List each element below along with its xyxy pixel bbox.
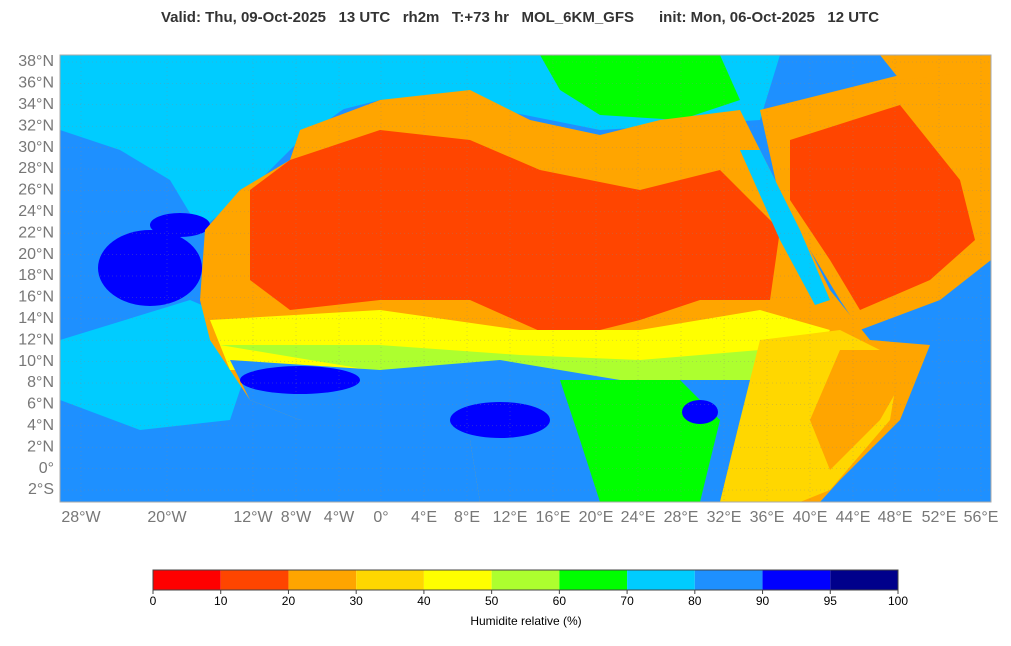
colorbar-tick-label: 70 — [620, 594, 634, 608]
colorbar-segment — [423, 570, 492, 590]
colorbar-segment — [830, 570, 898, 590]
graticule — [60, 55, 991, 502]
lat-label: 10°N — [18, 353, 54, 370]
colorbar-label: Humidite relative (%) — [470, 614, 581, 628]
colorbar-tick-label: 95 — [824, 594, 838, 608]
lat-label: 26°N — [18, 182, 54, 199]
lon-label: 20°E — [579, 509, 614, 526]
lat-label: 4°N — [27, 417, 54, 434]
colorbar-tick-label: 90 — [756, 594, 770, 608]
lon-label: 32°E — [707, 509, 742, 526]
lat-label: 34°N — [18, 96, 54, 113]
lon-label: 28°W — [61, 509, 101, 526]
lat-label: 36°N — [18, 75, 54, 92]
lat-label: 24°N — [18, 203, 54, 220]
lon-label: 0° — [373, 509, 388, 526]
colorbar-tick-label: 100 — [888, 594, 908, 608]
lon-label: 24°E — [621, 509, 656, 526]
lon-label: 8°W — [281, 509, 312, 526]
colorbar-frame — [152, 569, 899, 591]
colorbar-tick-label: 20 — [282, 594, 296, 608]
lat-label: 16°N — [18, 289, 54, 306]
lat-label: 0° — [39, 460, 54, 477]
lat-label: 28°N — [18, 160, 54, 177]
lat-label: 22°N — [18, 224, 54, 241]
colorbar-segment — [288, 570, 357, 590]
lat-label: 8°N — [27, 374, 54, 391]
lon-label: 44°E — [836, 509, 871, 526]
colorbar-tick-label: 10 — [214, 594, 228, 608]
colorbar-tick-label: 30 — [350, 594, 364, 608]
lat-label: 2°S — [28, 481, 54, 498]
colorbar-segment — [762, 570, 831, 590]
lon-label: 4°W — [324, 509, 355, 526]
lon-label: 8°E — [454, 509, 480, 526]
map-field — [60, 55, 991, 502]
lat-label: 2°N — [27, 438, 54, 455]
colorbar-segment — [627, 570, 695, 590]
colorbar-tick-label: 80 — [688, 594, 702, 608]
lon-label: 28°E — [664, 509, 699, 526]
lat-label: 20°N — [18, 246, 54, 263]
lon-label: 56°E — [964, 509, 999, 526]
lat-label: 6°N — [27, 396, 54, 413]
lon-label: 36°E — [750, 509, 785, 526]
lon-label: 52°E — [922, 509, 957, 526]
lat-label: 30°N — [18, 139, 54, 156]
colorbar-segment — [220, 570, 289, 590]
colorbar-tick-label: 60 — [553, 594, 567, 608]
lon-label: 16°E — [536, 509, 571, 526]
map-frame — [59, 54, 992, 503]
lon-label: 20°W — [147, 509, 187, 526]
colorbar-segment — [559, 570, 628, 590]
lon-label: 40°E — [793, 509, 828, 526]
lat-label: 14°N — [18, 310, 54, 327]
lon-label: 48°E — [878, 509, 913, 526]
colorbar-tick-label: 40 — [417, 594, 431, 608]
lon-label: 12°E — [493, 509, 528, 526]
lat-label: 12°N — [18, 331, 54, 348]
colorbar-segment — [153, 570, 221, 590]
colorbar-segment — [356, 570, 424, 590]
lat-label: 38°N — [18, 53, 54, 70]
colorbar-tick-label: 50 — [485, 594, 499, 608]
colorbar-segment — [694, 570, 763, 590]
title: Valid: Thu, 09-Oct-2025 13 UTC rh2m T:+7… — [161, 9, 879, 26]
colorbar-tick-label: 0 — [150, 594, 157, 608]
lat-label: 32°N — [18, 117, 54, 134]
lon-label: 12°W — [233, 509, 273, 526]
colorbar-segment — [491, 570, 560, 590]
lat-label: 18°N — [18, 267, 54, 284]
lon-label: 4°E — [411, 509, 437, 526]
